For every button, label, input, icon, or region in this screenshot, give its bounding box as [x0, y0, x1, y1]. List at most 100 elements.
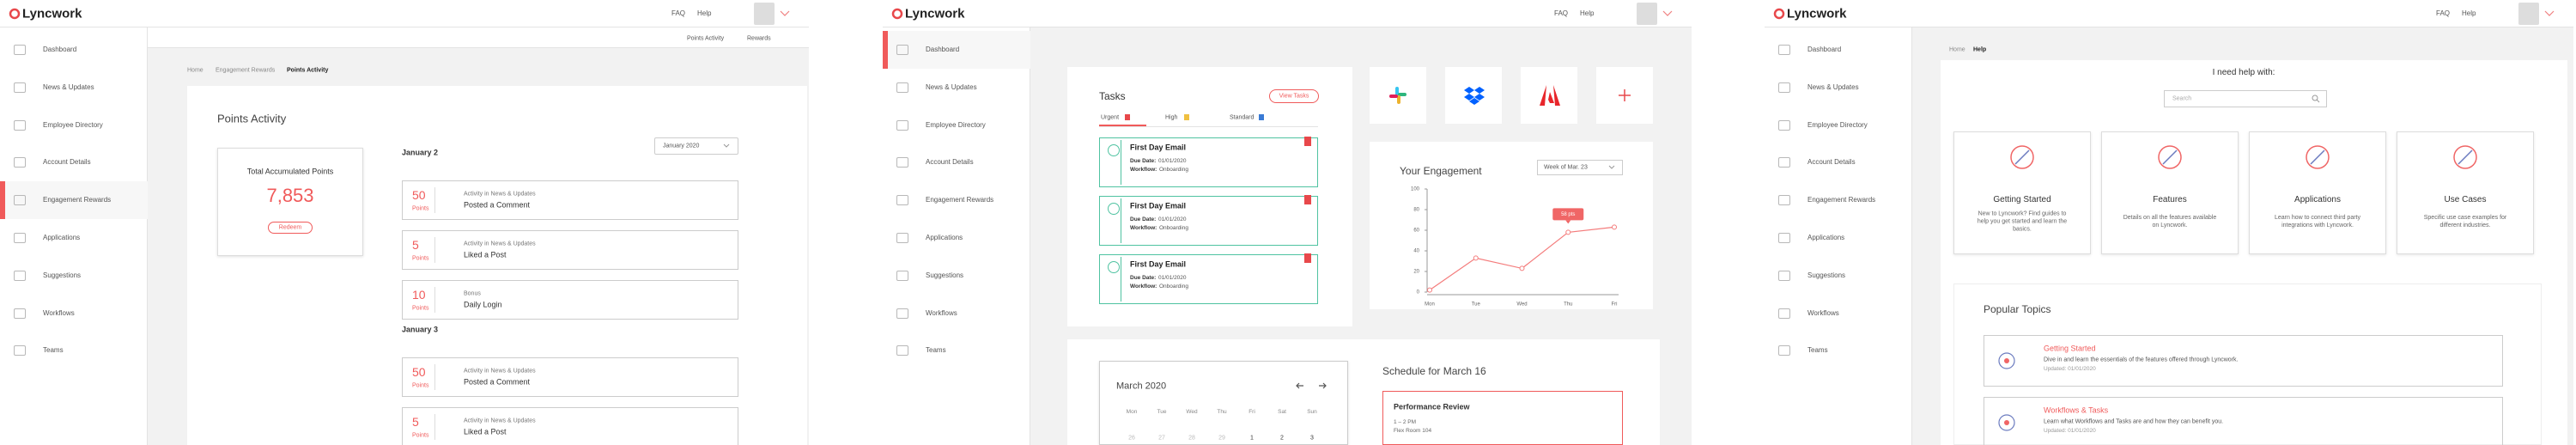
nav-item[interactable]: Engagement Rewards: [43, 196, 112, 204]
task-flag: [1304, 137, 1311, 146]
task-card[interactable]: [1099, 254, 1318, 304]
nav-item[interactable]: Teams: [43, 346, 64, 355]
activity-action: Posted a Comment: [464, 200, 531, 210]
activity-item: [402, 180, 738, 220]
app-tile[interactable]: [1521, 67, 1577, 124]
nav-item[interactable]: Account Details: [1807, 158, 1856, 167]
divider: [434, 237, 435, 263]
faq-link[interactable]: FAQ: [1554, 9, 1569, 17]
month-select[interactable]: [654, 137, 738, 155]
task-card[interactable]: [1099, 196, 1318, 246]
faq-link[interactable]: FAQ: [671, 9, 686, 17]
tab-flag: [1184, 114, 1189, 120]
activity-points: 50: [412, 188, 426, 202]
divider: [434, 364, 435, 390]
nav-icon: [896, 345, 908, 357]
nav-item[interactable]: Teams: [926, 346, 946, 355]
avatar[interactable]: [1637, 3, 1657, 25]
calendar-date[interactable]: 27: [1158, 435, 1165, 442]
nav-item[interactable]: Applications: [1807, 234, 1845, 241]
breadcrumb-item[interactable]: Engagement Rewards: [216, 67, 276, 74]
redeem-button[interactable]: [268, 222, 313, 234]
breadcrumb-item[interactable]: Home: [1949, 46, 1965, 53]
help-card-text: New to Lyncwork? Find guides to help you…: [1977, 210, 2068, 233]
redeem-label[interactable]: Redeem: [278, 224, 302, 231]
calendar-date[interactable]: 3: [1310, 435, 1314, 442]
help-card[interactable]: [2249, 131, 2386, 254]
nav-item[interactable]: Employee Directory: [43, 120, 103, 129]
task-flag: [1304, 253, 1311, 263]
nav-item[interactable]: Suggestions: [43, 271, 82, 279]
task-flag: [1304, 195, 1311, 204]
subnav-tab[interactable]: Points Activity: [687, 35, 725, 42]
app-tile[interactable]: [1370, 67, 1426, 124]
help-link[interactable]: Help: [1580, 9, 1595, 17]
activity-action: Daily Login: [464, 300, 502, 309]
nav-item[interactable]: Engagement Rewards: [926, 196, 994, 204]
week-select-label[interactable]: Week of Mar. 23: [1544, 164, 1588, 171]
avatar[interactable]: [2518, 3, 2539, 25]
app-tile[interactable]: [1445, 67, 1502, 124]
nav-item[interactable]: Applications: [43, 234, 81, 241]
task-card[interactable]: [1099, 137, 1318, 187]
calendar-date[interactable]: 28: [1188, 435, 1195, 442]
task-tab[interactable]: Urgent: [1101, 114, 1120, 121]
help-card[interactable]: [2101, 131, 2239, 254]
month-select-label[interactable]: January 2020: [663, 143, 700, 149]
search-placeholder[interactable]: Search: [2172, 95, 2192, 102]
nav-item[interactable]: News & Updates: [1807, 82, 1859, 91]
calendar-date[interactable]: 2: [1280, 435, 1284, 442]
weekday: Thu: [1217, 408, 1227, 415]
nav-item[interactable]: Suggestions: [926, 271, 964, 279]
nav-item[interactable]: Applications: [926, 234, 963, 241]
event-room: Flex Room 104: [1394, 427, 1432, 434]
weekday: Tue: [1157, 408, 1167, 415]
activity-source: Activity in News & Updates: [464, 241, 536, 247]
view-tasks-button[interactable]: [1269, 89, 1319, 103]
nav-icon: [896, 308, 908, 319]
help-card[interactable]: [2397, 131, 2534, 254]
x-tick-label: Mon: [1425, 302, 1435, 308]
calendar-date[interactable]: 1: [1250, 435, 1254, 442]
nav-item[interactable]: Workflows: [1807, 308, 1839, 317]
help-link[interactable]: Help: [2462, 9, 2476, 17]
nav-item[interactable]: Dashboard: [926, 46, 960, 53]
nav-item[interactable]: News & Updates: [926, 82, 977, 91]
topic-item[interactable]: [1984, 397, 2503, 445]
nav-item[interactable]: Workflows: [926, 308, 957, 317]
help-link[interactable]: Help: [697, 9, 712, 17]
task-tab[interactable]: Standard: [1230, 114, 1255, 121]
nav-item[interactable]: Dashboard: [43, 46, 77, 53]
nav-item[interactable]: Workflows: [43, 308, 75, 317]
nav-item[interactable]: Teams: [1807, 346, 1828, 355]
search-box[interactable]: [2164, 90, 2327, 107]
view-tasks-label[interactable]: View Tasks: [1279, 93, 1309, 100]
nav-item[interactable]: News & Updates: [43, 82, 94, 91]
nav-item[interactable]: Employee Directory: [926, 120, 986, 129]
nav-active-bg: [883, 31, 1030, 69]
faq-link[interactable]: FAQ: [2436, 9, 2451, 17]
topic-item[interactable]: [1984, 335, 2503, 387]
avatar[interactable]: [754, 3, 775, 25]
nav-item[interactable]: Suggestions: [1807, 271, 1846, 279]
calendar-date[interactable]: 29: [1218, 435, 1225, 442]
nav-item[interactable]: Account Details: [43, 158, 91, 167]
nav-item[interactable]: Account Details: [926, 158, 974, 167]
task-due: 01/01/2020: [1158, 274, 1187, 281]
activity-action: Liked a Post: [464, 427, 507, 436]
help-card[interactable]: [1953, 131, 2091, 254]
week-select[interactable]: [1537, 160, 1623, 175]
subnav-tab[interactable]: Rewards: [747, 35, 771, 42]
nav-item[interactable]: Employee Directory: [1807, 120, 1868, 129]
nav-icon: [14, 157, 26, 168]
breadcrumb-item[interactable]: Home: [187, 67, 204, 74]
task-tab[interactable]: High: [1165, 114, 1178, 121]
event-card[interactable]: [1382, 391, 1623, 445]
nav-item[interactable]: Dashboard: [1807, 46, 1842, 53]
activity-item: [402, 230, 738, 270]
top-bar: [883, 0, 1692, 27]
nav-item[interactable]: Engagement Rewards: [1807, 196, 1876, 204]
sidebar: [0, 27, 148, 445]
calendar-date[interactable]: 26: [1128, 435, 1135, 442]
